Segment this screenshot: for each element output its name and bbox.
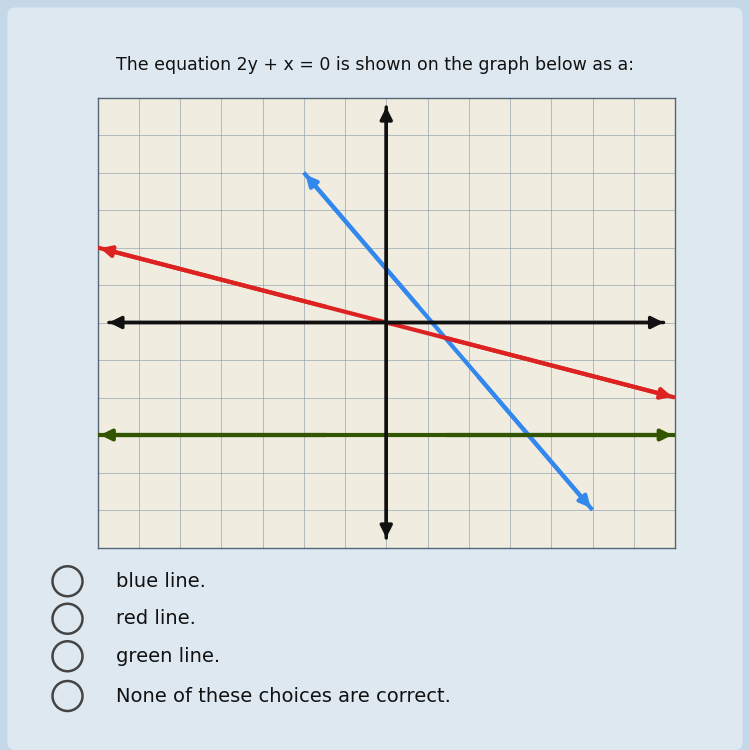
Text: green line.: green line. — [116, 646, 220, 666]
FancyBboxPatch shape — [8, 8, 742, 750]
Text: red line.: red line. — [116, 609, 196, 628]
Text: blue line.: blue line. — [116, 572, 206, 591]
Text: None of these choices are correct.: None of these choices are correct. — [116, 686, 451, 706]
Text: The equation 2y + x = 0 is shown on the graph below as a:: The equation 2y + x = 0 is shown on the … — [116, 56, 634, 74]
